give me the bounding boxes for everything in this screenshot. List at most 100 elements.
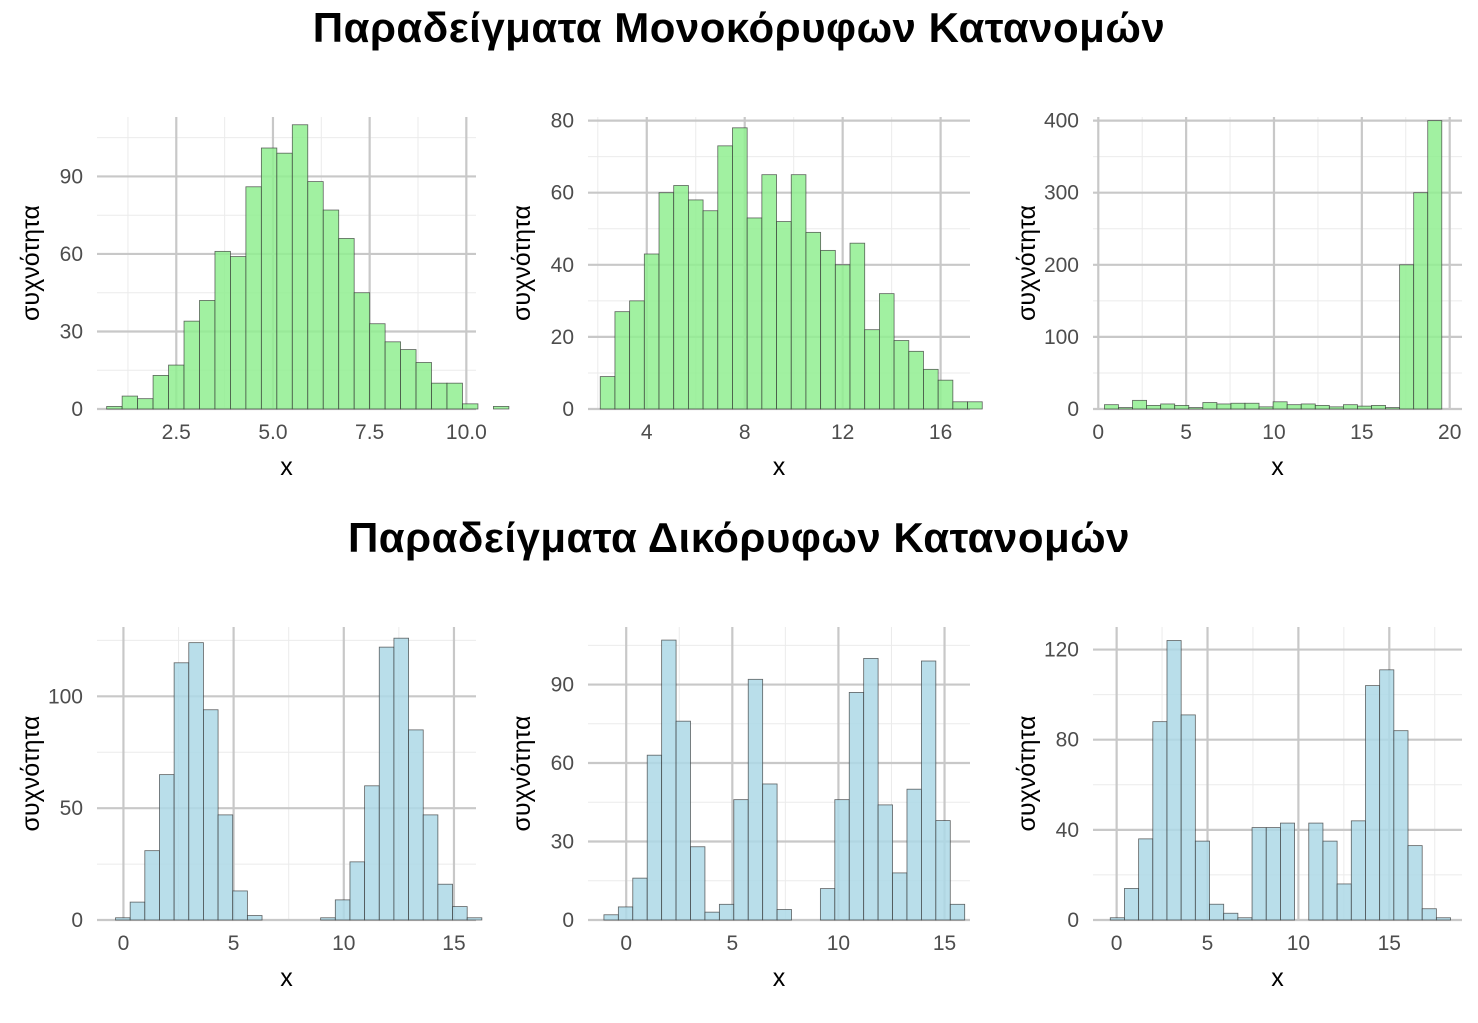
histogram-bar <box>1152 721 1168 921</box>
histogram-bar <box>849 242 866 410</box>
histogram-bar <box>1280 822 1295 921</box>
histogram-bar <box>369 323 386 410</box>
histogram-bar <box>1251 827 1267 921</box>
histogram-bar <box>203 709 219 921</box>
histogram-bar <box>384 341 401 410</box>
x-axis-title: x <box>280 453 293 481</box>
histogram-panel-2: 4 8 12 16 0 20 40 60 80 x συχνότητα <box>508 110 983 481</box>
histogram-bar <box>1160 403 1176 410</box>
histogram-bar <box>599 376 616 410</box>
y-axis-title: συχνότητα <box>1013 715 1041 831</box>
histogram-bar <box>967 401 983 410</box>
histogram-bar <box>614 311 631 410</box>
histogram-bar <box>232 890 248 921</box>
y-axis-title: συχνότητα <box>508 205 536 321</box>
histogram-bar <box>1393 730 1409 921</box>
histogram-bar <box>1379 669 1395 921</box>
y-axis-title: συχνότητα <box>17 715 45 831</box>
y-axis-title: συχνότητα <box>17 205 45 321</box>
histogram-bar <box>658 192 675 410</box>
x-tick-label: 5 <box>228 932 240 955</box>
histogram-bar <box>1223 912 1239 921</box>
y-tick-label: 0 <box>71 909 83 932</box>
histogram-bar <box>717 145 733 410</box>
histogram-bar <box>1230 402 1246 410</box>
histogram-bar <box>1350 820 1366 921</box>
y-tick-label: 50 <box>60 797 83 820</box>
histogram-bar <box>949 903 966 921</box>
x-tick-label: 15 <box>1350 421 1373 444</box>
histogram-bar <box>834 799 850 921</box>
histogram-bar <box>214 250 231 410</box>
histogram-bar <box>1365 685 1381 921</box>
histogram-bar <box>690 846 706 921</box>
histogram-bar <box>746 217 763 410</box>
histogram-bar <box>603 914 619 921</box>
histogram-bar <box>378 646 395 921</box>
x-tick-label: 15 <box>442 932 465 955</box>
y-tick-label: 30 <box>551 831 574 854</box>
histogram-bar <box>1286 404 1302 410</box>
histogram-bar <box>1308 822 1324 921</box>
histogram-bar <box>291 124 309 410</box>
x-tick-label: 15 <box>933 932 956 955</box>
x-axis-title: x <box>280 964 293 992</box>
histogram-bar <box>1328 406 1344 410</box>
histogram-panel-4: 0 5 10 15 0 50 100 x συχνότητα <box>17 627 483 992</box>
histogram-bar <box>307 181 324 410</box>
x-axis-title: x <box>1271 964 1284 992</box>
histogram-bar <box>1174 404 1190 410</box>
y-tick-label: 120 <box>1044 639 1079 662</box>
histogram-bar <box>643 253 660 410</box>
histogram-bar <box>1124 888 1140 921</box>
histogram-bar <box>617 906 634 921</box>
histogram-bar <box>1166 640 1182 921</box>
histogram-bar <box>629 300 645 410</box>
y-tick-label: 300 <box>1044 182 1079 205</box>
histogram-panel-5: 0 5 10 15 0 30 60 90 x συχνότητα <box>508 627 970 992</box>
x-tick-label: 8 <box>739 421 751 444</box>
histogram-bar <box>1427 120 1443 410</box>
histogram-bar <box>1132 399 1147 410</box>
x-tick-label: 10 <box>827 932 850 955</box>
histogram-bar <box>1421 908 1437 921</box>
y-tick-label: 90 <box>60 165 83 188</box>
histogram-bar <box>1118 407 1133 410</box>
histogram-bar <box>276 152 293 410</box>
histogram-bar <box>1357 405 1372 410</box>
histogram-bar <box>452 906 468 921</box>
histogram-bar <box>422 814 439 921</box>
y-tick-label: 20 <box>551 326 574 349</box>
histogram-bar <box>1399 264 1415 410</box>
histogram-bar <box>747 678 764 921</box>
histogram-bar <box>877 804 893 921</box>
x-tick-label: 10 <box>332 932 355 955</box>
y-axis-title: συχνότητα <box>508 715 536 831</box>
histogram-bar <box>820 249 836 410</box>
x-tick-label: 20 <box>1438 421 1461 444</box>
x-axis-title: x <box>773 453 786 481</box>
y-tick-label: 200 <box>1044 254 1079 277</box>
histogram-bar <box>673 185 689 410</box>
histogram-bar <box>893 340 910 410</box>
histogram-bar <box>322 209 340 410</box>
histogram-bar <box>1336 883 1352 921</box>
histogram-bar <box>863 657 879 921</box>
x-tick-label: 12 <box>831 421 854 444</box>
histogram-panel-1: 2.5 5.0 7.5 10.0 0 30 60 90 x συχνότητα <box>17 117 510 481</box>
histogram-bar <box>446 382 463 410</box>
histogram-bar <box>761 174 777 410</box>
histogram-bar <box>245 186 262 410</box>
histogram-bar <box>168 364 185 410</box>
histogram-bar <box>320 917 336 921</box>
histogram-bar <box>393 637 409 921</box>
histogram-bar <box>121 395 139 410</box>
histogram-bar <box>129 901 146 921</box>
histogram-bar <box>1188 407 1204 410</box>
x-tick-label: 0 <box>1111 932 1123 955</box>
histogram-bar <box>415 362 432 410</box>
histogram-bar <box>217 814 234 921</box>
y-tick-label: 40 <box>1056 819 1079 842</box>
x-tick-label: 4 <box>641 421 653 444</box>
